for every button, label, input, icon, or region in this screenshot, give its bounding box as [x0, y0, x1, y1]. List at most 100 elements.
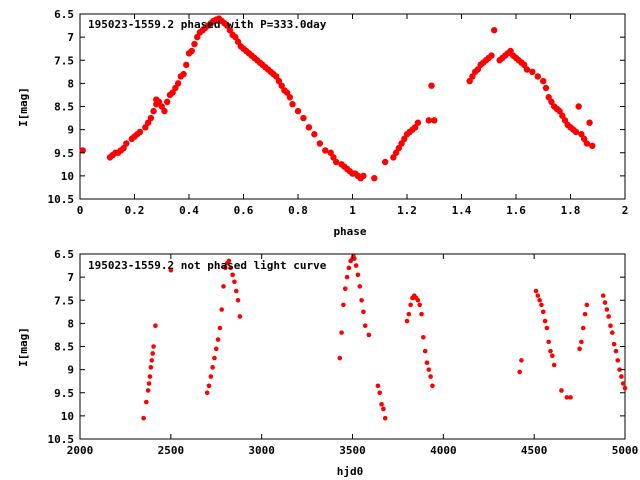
- bottom-data-point: [615, 358, 621, 363]
- bottom-data-point: [208, 374, 214, 379]
- bottom-data-point: [151, 344, 156, 349]
- bottom-data-point: [213, 346, 219, 352]
- bottom-y-axis-label: I[mag]: [17, 327, 30, 367]
- bottom-x-tick-label: 3500: [339, 444, 366, 457]
- top-data-point: [542, 84, 550, 92]
- top-data-point: [414, 119, 422, 126]
- top-data-point: [283, 89, 291, 96]
- bottom-y-tick-label: 9: [67, 364, 74, 377]
- top-y-tick-label: 10.5: [48, 193, 75, 206]
- top-data-point: [155, 98, 163, 106]
- bottom-plot-frame: [79, 253, 626, 440]
- bottom-data-point: [609, 330, 615, 335]
- top-x-tick-label: 0.6: [234, 204, 254, 217]
- top-data-point: [556, 107, 563, 115]
- bottom-data-point: [352, 256, 357, 261]
- top-y-tick-label: 9: [67, 124, 74, 137]
- bottom-data-point: [619, 374, 624, 379]
- bottom-x-tick-label: 2500: [158, 444, 185, 457]
- top-data-points: [79, 15, 596, 182]
- top-data-point: [330, 154, 337, 161]
- bottom-y-tick-label: 8: [67, 317, 74, 330]
- top-data-point: [169, 89, 176, 96]
- bottom-data-point: [548, 348, 553, 354]
- bottom-chart-title: 195023-1559.2 not phased light curve: [88, 259, 327, 272]
- bottom-data-point: [606, 314, 611, 319]
- bottom-data-point: [355, 272, 361, 278]
- bottom-data-point: [584, 302, 590, 308]
- bottom-data-point: [223, 265, 228, 271]
- bottom-data-points: [141, 254, 628, 421]
- bottom-data-point: [233, 288, 239, 294]
- top-data-point: [572, 128, 580, 136]
- bottom-data-point: [582, 311, 588, 317]
- bottom-data-point: [517, 369, 522, 375]
- bottom-data-point: [620, 381, 626, 386]
- top-data-point: [286, 94, 294, 101]
- top-data-point: [322, 147, 329, 154]
- bottom-data-point: [550, 353, 555, 359]
- bottom-data-point: [422, 348, 428, 354]
- bottom-y-tick-label: 7.5: [54, 294, 74, 307]
- top-data-point: [172, 84, 179, 92]
- bottom-data-point: [568, 395, 573, 400]
- bottom-x-tick-label: 2000: [67, 444, 94, 457]
- bottom-data-point: [382, 415, 388, 421]
- bottom-data-point: [542, 318, 548, 324]
- bottom-data-point: [341, 302, 346, 308]
- bottom-data-point: [145, 388, 151, 393]
- bottom-data-point: [375, 383, 381, 389]
- top-data-point: [273, 73, 280, 80]
- top-x-tick-label: 1.8: [561, 204, 581, 217]
- top-data-point: [534, 73, 541, 80]
- bottom-data-point: [417, 302, 423, 308]
- bottom-data-point: [342, 286, 348, 291]
- top-data-point: [120, 144, 127, 152]
- top-data-point: [142, 124, 149, 131]
- top-data-point: [289, 100, 296, 108]
- top-data-point: [395, 144, 403, 152]
- top-chart: 0 0.2 0.4 0.6 0.8 1 1.2 1.4 1.6 1.8 2 6.5 7 7.5 8 8.5 9 9…: [17, 8, 628, 238]
- bottom-x-tick-label: 5000: [612, 444, 639, 457]
- bottom-data-point: [544, 325, 550, 331]
- bottom-data-point: [600, 293, 606, 298]
- bottom-data-point: [221, 284, 226, 289]
- bottom-data-point: [540, 309, 546, 315]
- top-x-tick-label: 0.8: [288, 204, 308, 217]
- bottom-data-point: [551, 362, 557, 368]
- top-x-tick-label: 1.6: [506, 204, 526, 217]
- top-data-point: [545, 94, 552, 101]
- bottom-data-point: [381, 406, 386, 412]
- bottom-data-point: [564, 395, 570, 400]
- top-data-point: [559, 112, 566, 119]
- top-x-tick-label: 0: [77, 204, 84, 217]
- bottom-data-point: [617, 367, 622, 372]
- bottom-data-point: [539, 302, 544, 308]
- top-x-tick-label: 0.4: [179, 204, 199, 217]
- top-data-point: [466, 77, 473, 85]
- top-data-point: [332, 158, 340, 166]
- top-data-point: [583, 140, 591, 147]
- bottom-data-point: [608, 323, 613, 328]
- bottom-data-point: [424, 360, 430, 365]
- bottom-data-point: [344, 274, 350, 280]
- bottom-data-point: [232, 279, 237, 285]
- bottom-data-point: [419, 311, 424, 317]
- bottom-data-point: [579, 339, 584, 345]
- top-data-point: [382, 158, 389, 166]
- top-data-point: [234, 38, 242, 45]
- top-data-point: [561, 117, 569, 124]
- top-data-point: [278, 82, 285, 89]
- bottom-data-point: [153, 323, 158, 328]
- bottom-data-point: [428, 374, 433, 379]
- bottom-data-point: [559, 388, 564, 393]
- bottom-data-point: [144, 399, 149, 405]
- top-x-tick-label: 1.4: [452, 204, 472, 217]
- bottom-data-point: [148, 365, 154, 370]
- bottom-data-point: [146, 381, 152, 386]
- top-y-tick-label: 7.5: [54, 54, 74, 67]
- bottom-data-point: [228, 265, 234, 271]
- top-data-point: [520, 61, 528, 69]
- top-x-tick-label: 1: [349, 204, 356, 217]
